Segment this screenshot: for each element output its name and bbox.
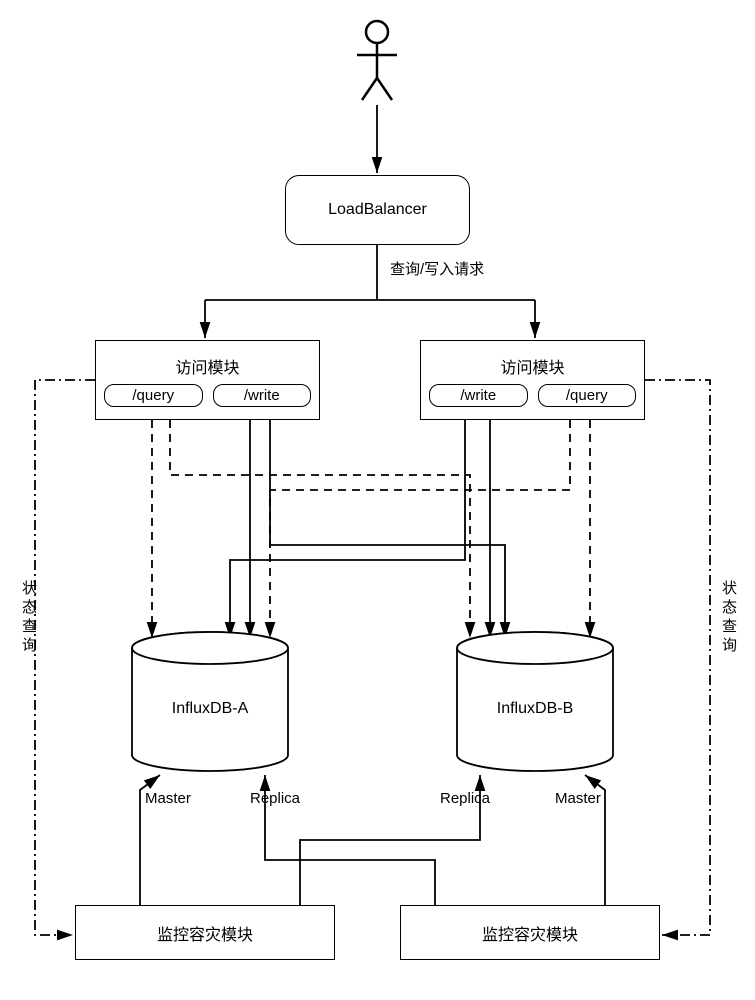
- access-right-write: /write: [429, 384, 528, 407]
- influxdb-b: InfluxDB-B: [455, 630, 615, 775]
- monitor-right-label: 监控容灾模块: [482, 921, 578, 945]
- influxdb-a: InfluxDB-A: [130, 630, 290, 775]
- influxdb-a-label: InfluxDB-A: [130, 700, 290, 718]
- access-left-write: /write: [213, 384, 312, 407]
- access-left-title: 访问模块: [175, 354, 239, 378]
- access-module-right: 访问模块 /write /query: [420, 340, 645, 420]
- user-icon: [357, 21, 397, 100]
- monitor-left-label: 监控容灾模块: [157, 921, 253, 945]
- replica-right-label: Replica: [440, 790, 490, 807]
- diagram-edges: [0, 0, 755, 1000]
- status-query-left: 状态查询: [18, 580, 39, 656]
- monitor-module-right: 监控容灾模块: [400, 905, 660, 960]
- access-left-query: /query: [104, 384, 203, 407]
- loadbalancer-node: LoadBalancer: [285, 175, 470, 245]
- access-right-title: 访问模块: [500, 354, 564, 378]
- status-query-right: 状态查询: [718, 580, 739, 656]
- monitor-module-left: 监控容灾模块: [75, 905, 335, 960]
- loadbalancer-label: LoadBalancer: [328, 201, 427, 219]
- lb-out-label: 查询/写入请求: [390, 258, 484, 279]
- access-right-query: /query: [538, 384, 637, 407]
- master-right-label: Master: [555, 790, 601, 807]
- access-module-left: 访问模块 /query /write: [95, 340, 320, 420]
- master-left-label: Master: [145, 790, 191, 807]
- replica-left-label: Replica: [250, 790, 300, 807]
- influxdb-b-label: InfluxDB-B: [455, 700, 615, 718]
